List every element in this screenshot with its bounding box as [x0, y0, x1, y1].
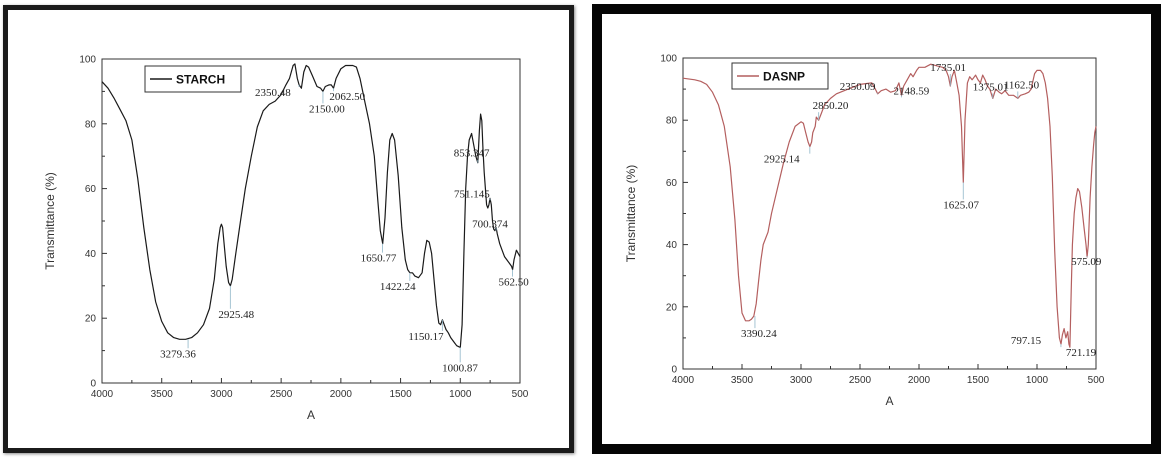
peak-label: 2062.50 [329, 91, 365, 103]
peak-label: 2148.59 [893, 85, 929, 97]
x-tick-label: 1500 [967, 375, 990, 386]
peak-label: 575.09 [1071, 256, 1102, 268]
x-axis-title: A [885, 394, 893, 408]
y-tick-label: 40 [666, 240, 678, 251]
y-tick-label: 0 [90, 379, 96, 390]
peak-label: 2850.20 [813, 100, 849, 112]
peak-label: 1650.77 [361, 253, 397, 265]
y-axis-title: Transmittance (%) [624, 165, 638, 263]
legend-label: STARCH [176, 73, 225, 87]
dasnp-chart-panel: 4000 3500 3000 2500 2000 1500 1000 500 0 20 40 60 80… [592, 4, 1161, 454]
x-tick-label: 3000 [790, 375, 813, 386]
x-tick-label: 3500 [151, 389, 174, 400]
x-tick-label: 1000 [1026, 375, 1049, 386]
peak-label: 1625.07 [943, 199, 979, 211]
x-tick-label: 4000 [91, 389, 114, 400]
y-axis-title: Transmittance (%) [43, 172, 57, 270]
y-tick-label: 60 [85, 184, 97, 195]
y-tick-label: 20 [85, 314, 97, 325]
peak-label: 2150.00 [309, 103, 345, 115]
x-tick-label: 500 [512, 389, 529, 400]
y-tick-label: 100 [79, 55, 96, 66]
x-tick-label: 2500 [849, 375, 872, 386]
peak-label: 1162.50 [1004, 79, 1040, 91]
series-line-dasnp [682, 63, 1097, 348]
x-tick-label: 2000 [908, 375, 931, 386]
peak-label: 1375.01 [973, 81, 1009, 93]
y-tick-label: 100 [660, 54, 677, 65]
peak-label: 562.50 [499, 277, 530, 289]
x-tick-label: 4000 [672, 375, 695, 386]
x-tick-label: 3000 [210, 389, 233, 400]
x-axis-title: A [307, 408, 315, 422]
y-tick-label: 40 [85, 249, 97, 260]
peak-label: 2925.48 [218, 309, 254, 321]
x-tick-label: 2000 [330, 389, 353, 400]
starch-chart-panel: 4000 3500 3000 2500 2000 1500 1000 500 0 20 40 60 80… [3, 5, 574, 453]
x-tick-label: 1500 [389, 389, 412, 400]
x-tick-label: 3500 [731, 375, 754, 386]
x-tick-label: 2500 [270, 389, 293, 400]
peak-label: 2925.14 [764, 154, 800, 166]
dasnp-ftir-chart: 4000 3500 3000 2500 2000 1500 1000 500 0 20 40 60 80… [624, 54, 1105, 409]
peak-label: 2350.09 [840, 81, 876, 93]
peak-label: 1150.17 [408, 331, 444, 343]
starch-ftir-chart: 4000 3500 3000 2500 2000 1500 1000 500 0 20 40 60 80… [43, 55, 530, 423]
x-tick-label: 500 [1088, 375, 1105, 386]
peak-label: 721.19 [1066, 347, 1097, 359]
y-tick-label: 80 [666, 116, 678, 127]
x-tick-label: 1000 [449, 389, 472, 400]
plot-frame [682, 57, 1097, 370]
peak-label: 1000.87 [442, 362, 478, 374]
peak-label: 3279.36 [160, 348, 196, 360]
y-tick-label: 60 [666, 178, 678, 189]
series-line-starch [101, 63, 521, 348]
y-tick-label: 80 [85, 119, 97, 130]
peak-label: 700.374 [472, 218, 508, 230]
peak-label: 797.15 [1011, 335, 1042, 347]
peak-label: 3390.24 [741, 328, 777, 340]
peak-label: 2350.48 [255, 87, 291, 99]
y-tick-label: 20 [666, 302, 678, 313]
peak-label: 1422.24 [380, 281, 416, 293]
peak-label: 1735.01 [930, 62, 966, 74]
y-tick-label: 0 [671, 365, 677, 376]
peak-label: 751.145 [454, 188, 490, 200]
peak-label: 853.347 [454, 148, 490, 160]
legend-label: DASNP [763, 70, 805, 84]
